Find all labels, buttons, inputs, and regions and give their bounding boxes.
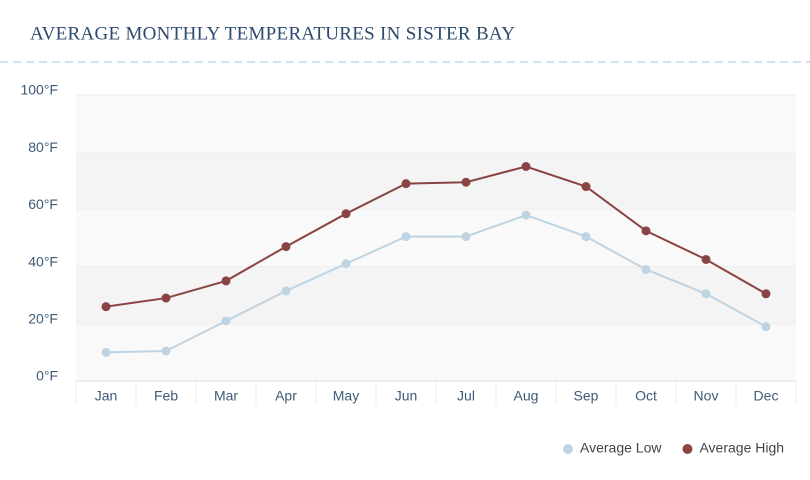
data-point (641, 264, 651, 274)
legend-label: Average High (699, 440, 784, 456)
y-tick-label: 60°F (28, 196, 58, 212)
y-tick-label: 100°F (20, 82, 58, 98)
x-tick-label: Feb (154, 388, 178, 404)
y-tick-label: 80°F (28, 139, 58, 155)
grid-band (76, 266, 796, 324)
legend-marker (682, 444, 693, 454)
x-tick-label: May (333, 388, 359, 404)
x-tick-label: Sep (574, 388, 599, 404)
grid-band (76, 323, 796, 381)
x-tick-label: Mar (214, 388, 238, 404)
data-point (221, 316, 231, 326)
data-point (401, 179, 411, 189)
data-point (161, 346, 171, 356)
data-point (281, 286, 291, 296)
legend-label: Average Low (580, 440, 662, 456)
x-tick-label: Jul (457, 388, 475, 404)
series-line (105, 165, 767, 308)
series-line (105, 214, 767, 354)
chart-title: AVERAGE MONTHLY TEMPERATURES IN SISTER B… (30, 23, 515, 44)
data-point (281, 242, 291, 252)
data-point (101, 347, 111, 357)
data-point (401, 232, 411, 242)
grid-band (76, 95, 796, 153)
data-point (101, 302, 111, 312)
x-tick-label: Jun (395, 388, 418, 404)
x-tick-label: Jan (95, 388, 118, 404)
y-tick-label: 40°F (28, 253, 58, 269)
legend-marker (563, 444, 573, 454)
data-point (341, 209, 351, 219)
data-point (521, 162, 531, 171)
grid-band (76, 152, 796, 210)
data-point (761, 289, 771, 299)
data-point (581, 232, 591, 242)
data-point (521, 210, 531, 220)
data-point (581, 182, 591, 192)
x-tick-label: Aug (514, 388, 539, 404)
x-tick-label: Nov (694, 388, 719, 404)
data-point (221, 276, 231, 286)
data-point (341, 259, 351, 269)
data-point (701, 289, 711, 299)
data-point (461, 232, 471, 242)
x-tick-label: Dec (754, 388, 779, 404)
grid-band (76, 209, 796, 267)
data-point (461, 177, 471, 187)
y-tick-label: 20°F (28, 311, 58, 327)
data-point (761, 322, 771, 332)
data-point (641, 226, 651, 236)
y-tick-label: 0°F (36, 368, 58, 384)
data-point (161, 293, 171, 303)
x-tick-label: Apr (275, 388, 297, 404)
data-point (701, 254, 711, 264)
x-tick-label: Oct (635, 388, 657, 404)
